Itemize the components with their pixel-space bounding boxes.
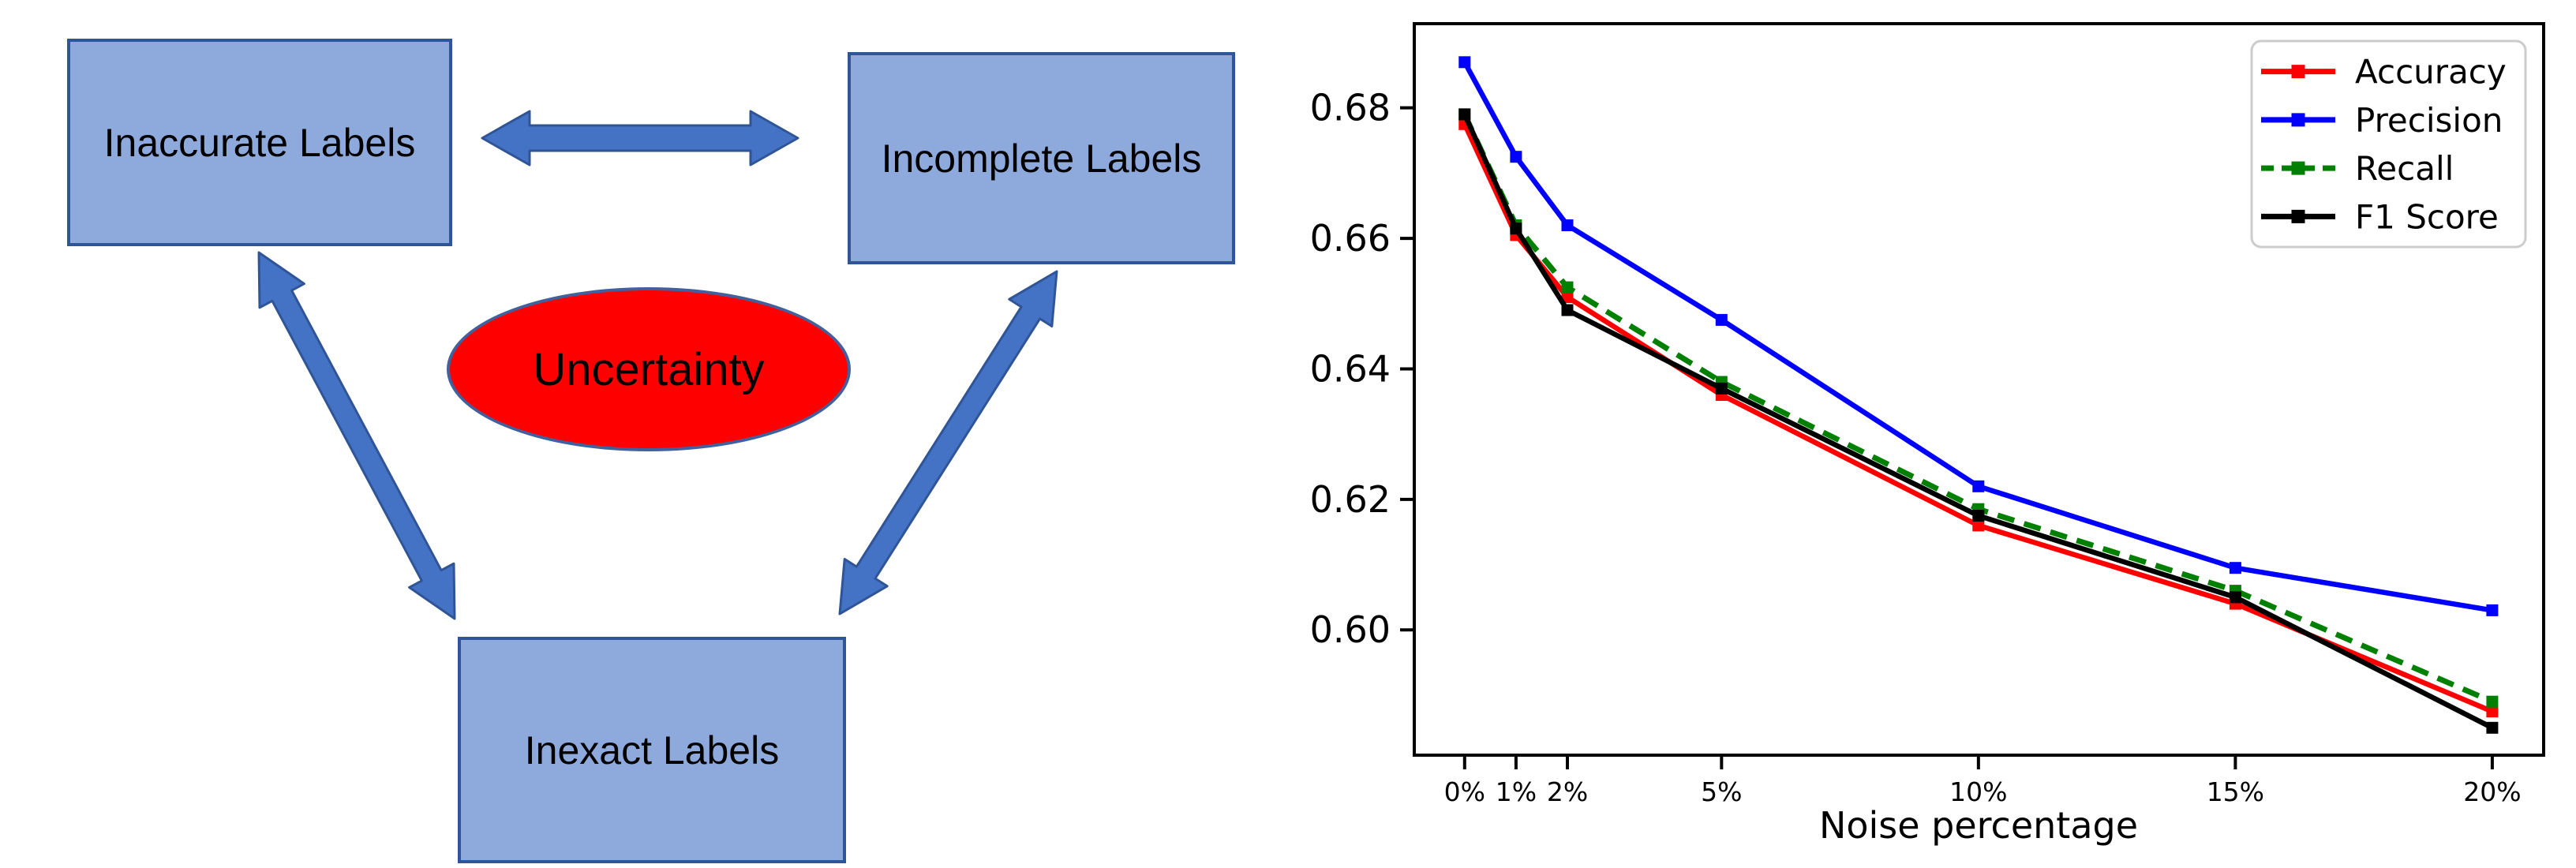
data-point-marker — [2229, 562, 2241, 574]
x-axis-title: Noise percentage — [1819, 804, 2138, 847]
legend-label: F1 Score — [2355, 197, 2499, 236]
diagram-box-inexact-labels: Inexact Labels — [458, 637, 846, 863]
x-tick-label: 1% — [1496, 776, 1537, 807]
double-arrow-left-diagonal-icon — [257, 251, 456, 620]
diagram-box-inaccurate-labels: Inaccurate Labels — [67, 39, 452, 246]
legend-marker-sample — [2291, 113, 2305, 127]
y-tick-label: 0.68 — [1310, 87, 1391, 129]
data-point-marker — [1458, 108, 1471, 121]
data-point-marker — [1561, 291, 1574, 303]
legend-entry-f1-score: F1 Score — [2261, 197, 2499, 236]
legend-marker-sample — [2291, 65, 2305, 79]
data-point-marker — [1972, 510, 1985, 522]
double-arrow-horizontal-icon — [481, 110, 799, 166]
y-tick-label: 0.62 — [1310, 478, 1391, 521]
x-tick-label: 5% — [1701, 776, 1742, 807]
legend-entry-precision: Precision — [2261, 101, 2503, 140]
legend-box — [2250, 39, 2527, 249]
data-point-marker — [1715, 313, 1728, 326]
x-tick-label: 10% — [1949, 776, 2007, 807]
data-point-marker — [1561, 304, 1574, 316]
legend-marker-sample — [2291, 209, 2305, 223]
data-point-marker — [1510, 223, 1522, 235]
x-tick-label: 0% — [1444, 776, 1485, 807]
y-tick-label: 0.66 — [1310, 217, 1391, 260]
data-point-marker — [2229, 591, 2241, 604]
data-point-marker — [2486, 695, 2499, 708]
x-tick-label: 20% — [2463, 776, 2521, 807]
legend-label: Precision — [2355, 101, 2503, 140]
data-point-marker — [1715, 382, 1728, 395]
series-precision — [1458, 56, 2499, 616]
label-uncertainty-diagram: Inaccurate Labels Incomplete Labels Inex… — [67, 39, 1235, 863]
data-point-marker — [1561, 219, 1574, 231]
series-f1-score — [1458, 108, 2499, 734]
y-tick-label: 0.60 — [1310, 608, 1391, 651]
diagram-box-label: Inexact Labels — [524, 728, 780, 773]
diagram-ellipse-uncertainty: Uncertainty — [447, 287, 851, 451]
y-tick-label: 0.64 — [1310, 347, 1391, 390]
double-arrow-right-diagonal-icon — [838, 270, 1058, 615]
data-point-marker — [1510, 151, 1522, 163]
data-point-marker — [1458, 56, 1471, 69]
legend-entry-recall: Recall — [2261, 149, 2454, 188]
data-point-marker — [2486, 604, 2499, 616]
chart-svg: 0.60 0.62 0.64 0.66 0.68 0% 1% 2% 5% 10% 15% 20% No… — [1310, 22, 2545, 847]
legend: Accuracy Precision Recall F1 Score — [2250, 39, 2527, 249]
data-point-marker — [2486, 721, 2499, 734]
data-point-marker — [2486, 705, 2499, 718]
axis-ticks: 0.60 0.62 0.64 0.66 0.68 0% 1% 2% 5% 10% 15% 20% — [1310, 87, 2522, 807]
legend-label: Recall — [2355, 149, 2454, 188]
data-point-marker — [1561, 281, 1574, 294]
diagram-box-label: Inaccurate Labels — [103, 120, 416, 165]
legend-label: Accuracy — [2355, 53, 2507, 92]
x-tick-label: 2% — [1547, 776, 1588, 807]
diagram-box-label: Incomplete Labels — [881, 136, 1202, 181]
chart-series — [1458, 56, 2499, 734]
data-point-marker — [1972, 480, 1985, 492]
metrics-line-chart: 0.60 0.62 0.64 0.66 0.68 0% 1% 2% 5% 10% 15% 20% No… — [1288, 0, 2576, 868]
arrows-layer — [257, 110, 1058, 620]
diagram-box-incomplete-labels: Incomplete Labels — [848, 52, 1235, 264]
plot-border — [1413, 22, 2545, 757]
diagram-ellipse-label: Uncertainty — [533, 343, 765, 395]
data-point-marker — [1972, 519, 1985, 532]
legend-marker-sample — [2291, 161, 2305, 175]
legend-entry-accuracy: Accuracy — [2261, 53, 2507, 92]
x-tick-label: 15% — [2207, 776, 2264, 807]
